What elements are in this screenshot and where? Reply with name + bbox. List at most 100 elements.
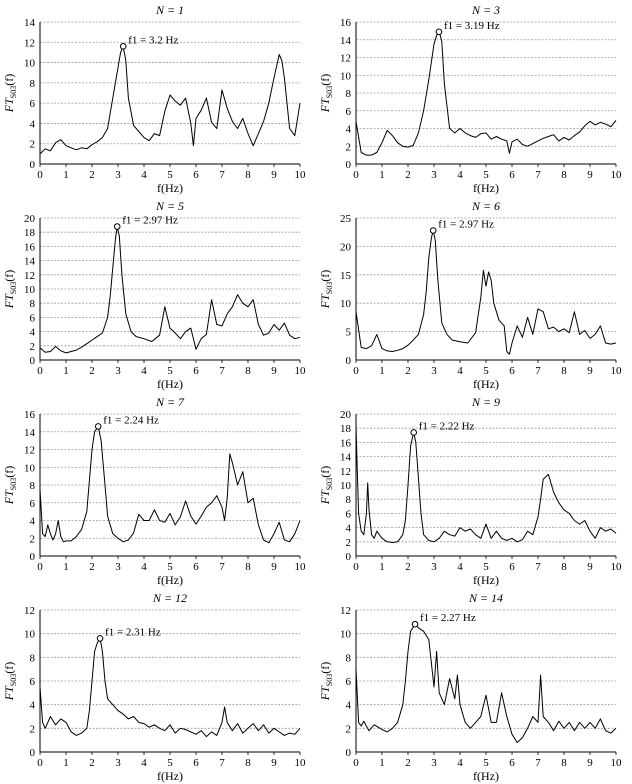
y-label-sub: S03 bbox=[9, 674, 18, 686]
y-label-main: FT bbox=[2, 685, 16, 701]
y-tick-label: 4 bbox=[346, 700, 352, 712]
x-tick-label: 9 bbox=[271, 757, 277, 769]
y-tick-label: 14 bbox=[24, 427, 36, 439]
y-tick-label: 0 bbox=[30, 747, 36, 759]
x-tick-label: 5 bbox=[483, 757, 489, 769]
x-tick-label: 6 bbox=[509, 757, 515, 769]
x-tick-label: 3 bbox=[115, 365, 121, 377]
y-tick-label: 8 bbox=[30, 652, 36, 664]
y-tick-label: 0 bbox=[30, 159, 36, 171]
x-tick-label: 6 bbox=[193, 169, 199, 181]
y-label-sub: S03 bbox=[9, 478, 18, 490]
y-tick-label: 10 bbox=[24, 58, 36, 70]
x-tick-label: 9 bbox=[587, 757, 593, 769]
peak-label: f1 = 2.27 Hz bbox=[420, 612, 476, 624]
x-tick-label: 10 bbox=[295, 561, 307, 573]
y-label-tail: (f) bbox=[2, 270, 16, 282]
y-tick-label: 0 bbox=[30, 551, 36, 563]
x-tick-label: 9 bbox=[587, 365, 593, 377]
y-tick-label: 8 bbox=[30, 480, 36, 492]
peak-label: f1 = 3.19 Hz bbox=[444, 20, 500, 32]
peak-marker bbox=[113, 223, 121, 230]
y-tick-label: 6 bbox=[346, 508, 352, 520]
spectrum-line bbox=[355, 623, 617, 743]
x-axis-label: f(Hz) bbox=[473, 181, 499, 195]
x-tick-label: 0 bbox=[37, 757, 43, 769]
y-label-tail: (f) bbox=[318, 466, 332, 478]
x-axis-label: f(Hz) bbox=[157, 181, 183, 195]
y-label-main: FT bbox=[2, 489, 16, 505]
chart-title: N = 6 bbox=[471, 199, 500, 213]
chart-title: N = 14 bbox=[468, 591, 503, 605]
x-tick-label: 0 bbox=[353, 365, 359, 377]
x-tick-label: 1 bbox=[63, 561, 69, 573]
y-label-sub: S03 bbox=[325, 282, 334, 294]
peak-marker bbox=[410, 429, 418, 436]
x-axis-label: f(Hz) bbox=[157, 573, 183, 587]
y-tick-label: 20 bbox=[24, 213, 36, 225]
x-tick-label: 4 bbox=[141, 169, 147, 181]
y-label-tail: (f) bbox=[318, 270, 332, 282]
y-axis-label: FTS03(f) bbox=[318, 662, 334, 701]
y-label-main: FT bbox=[318, 685, 332, 701]
x-tick-label: 3 bbox=[115, 561, 121, 573]
y-tick-label: 4 bbox=[346, 523, 352, 535]
x-tick-label: 6 bbox=[509, 365, 515, 377]
y-tick-label: 6 bbox=[30, 98, 36, 110]
x-tick-label: 10 bbox=[611, 561, 623, 573]
y-tick-label: 18 bbox=[340, 423, 352, 435]
y-tick-label: 6 bbox=[30, 312, 36, 324]
x-tick-label: 7 bbox=[535, 169, 541, 181]
y-tick-label: 20 bbox=[340, 241, 352, 253]
x-tick-label: 4 bbox=[457, 169, 463, 181]
y-tick-label: 8 bbox=[346, 88, 352, 100]
y-tick-label: 8 bbox=[346, 652, 352, 664]
peak-marker bbox=[435, 28, 443, 36]
y-label-tail: (f) bbox=[318, 662, 332, 674]
x-tick-label: 10 bbox=[295, 757, 307, 769]
y-tick-label: 4 bbox=[30, 327, 36, 339]
peak-label: f1 = 3.2 Hz bbox=[128, 34, 178, 46]
x-axis-label: f(Hz) bbox=[473, 377, 499, 391]
x-axis-label: f(Hz) bbox=[157, 769, 183, 783]
x-tick-label: 4 bbox=[457, 561, 463, 573]
y-tick-label: 12 bbox=[340, 53, 351, 65]
peak-marker bbox=[411, 620, 419, 628]
y-tick-label: 4 bbox=[30, 700, 36, 712]
y-label-sub: S03 bbox=[9, 282, 18, 294]
x-tick-label: 5 bbox=[167, 757, 173, 769]
x-tick-label: 6 bbox=[193, 561, 199, 573]
x-tick-label: 7 bbox=[535, 757, 541, 769]
y-tick-label: 14 bbox=[340, 35, 352, 47]
x-tick-label: 5 bbox=[167, 561, 173, 573]
y-label-main: FT bbox=[318, 489, 332, 505]
x-axis-label: f(Hz) bbox=[473, 769, 499, 783]
x-tick-label: 3 bbox=[431, 169, 437, 181]
x-tick-label: 1 bbox=[379, 169, 385, 181]
x-tick-label: 4 bbox=[141, 365, 147, 377]
peak-label: f1 = 2.97 Hz bbox=[438, 218, 494, 230]
spectrum-line bbox=[355, 426, 617, 543]
y-tick-label: 8 bbox=[346, 494, 352, 506]
y-tick-label: 18 bbox=[24, 227, 36, 239]
x-tick-label: 1 bbox=[379, 365, 385, 377]
y-tick-label: 5 bbox=[346, 327, 352, 339]
x-tick-label: 0 bbox=[353, 757, 359, 769]
peak-marker bbox=[429, 227, 437, 234]
x-tick-label: 6 bbox=[193, 757, 199, 769]
chart-title: N = 7 bbox=[155, 395, 185, 409]
y-tick-label: 10 bbox=[24, 284, 36, 296]
x-tick-label: 8 bbox=[245, 561, 251, 573]
x-tick-label: 7 bbox=[219, 365, 225, 377]
spectrum-line bbox=[39, 226, 301, 354]
x-tick-label: 6 bbox=[193, 365, 199, 377]
peak-label: f1 = 2.24 Hz bbox=[103, 414, 159, 426]
y-tick-label: 0 bbox=[346, 747, 352, 759]
x-tick-label: 2 bbox=[89, 169, 95, 181]
